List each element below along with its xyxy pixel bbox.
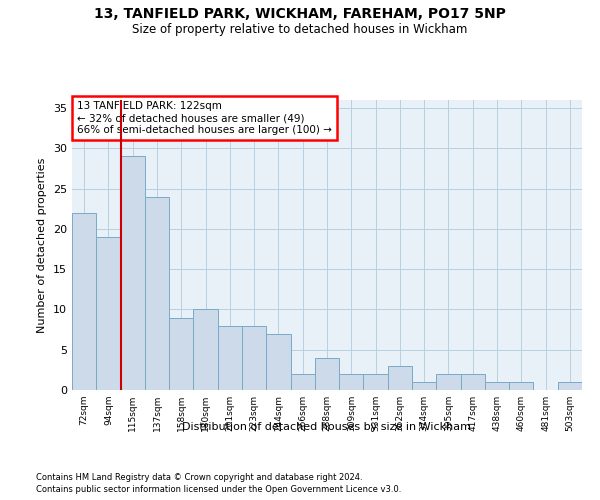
Bar <box>558 382 582 390</box>
Bar <box>388 366 412 390</box>
Bar <box>290 374 315 390</box>
Text: Distribution of detached houses by size in Wickham: Distribution of detached houses by size … <box>182 422 472 432</box>
Bar <box>218 326 242 390</box>
Text: Contains public sector information licensed under the Open Government Licence v3: Contains public sector information licen… <box>36 485 401 494</box>
Bar <box>485 382 509 390</box>
Bar <box>436 374 461 390</box>
Bar <box>412 382 436 390</box>
Text: 13, TANFIELD PARK, WICKHAM, FAREHAM, PO17 5NP: 13, TANFIELD PARK, WICKHAM, FAREHAM, PO1… <box>94 8 506 22</box>
Bar <box>509 382 533 390</box>
Text: Contains HM Land Registry data © Crown copyright and database right 2024.: Contains HM Land Registry data © Crown c… <box>36 472 362 482</box>
Bar <box>72 213 96 390</box>
Text: 13 TANFIELD PARK: 122sqm
← 32% of detached houses are smaller (49)
66% of semi-d: 13 TANFIELD PARK: 122sqm ← 32% of detach… <box>77 102 332 134</box>
Bar <box>315 358 339 390</box>
Bar <box>242 326 266 390</box>
Bar <box>339 374 364 390</box>
Bar <box>96 237 121 390</box>
Bar <box>193 310 218 390</box>
Bar <box>121 156 145 390</box>
Text: Size of property relative to detached houses in Wickham: Size of property relative to detached ho… <box>133 22 467 36</box>
Bar <box>266 334 290 390</box>
Bar <box>364 374 388 390</box>
Y-axis label: Number of detached properties: Number of detached properties <box>37 158 47 332</box>
Bar <box>461 374 485 390</box>
Bar <box>145 196 169 390</box>
Bar <box>169 318 193 390</box>
